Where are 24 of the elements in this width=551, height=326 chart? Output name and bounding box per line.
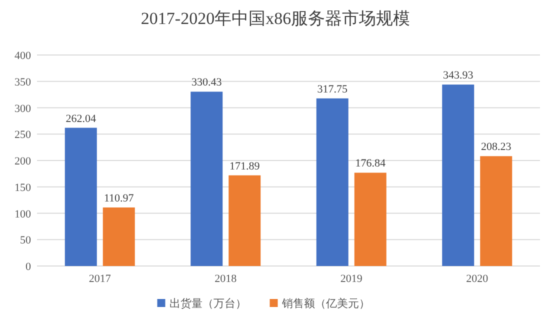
x-tick-label: 2018: [214, 273, 238, 285]
y-tick-label: 250: [14, 129, 32, 142]
y-tick-label: 100: [14, 208, 32, 220]
y-tick-label: 50: [20, 234, 32, 247]
data-label: 176.84: [355, 158, 386, 170]
y-tick-label: 300: [14, 102, 32, 115]
y-tick-label: 150: [14, 182, 32, 194]
legend-label: 出货量（万台）: [169, 297, 246, 310]
y-tick-label: 400: [14, 50, 32, 62]
x-tick-label: 2017: [88, 273, 112, 285]
y-tick-label: 0: [26, 261, 32, 273]
data-label: 262.04: [66, 112, 96, 125]
data-label: 110.97: [104, 192, 134, 204]
data-label: 171.89: [230, 160, 260, 172]
data-label: 317.75: [317, 83, 348, 96]
data-label: 330.43: [192, 76, 222, 89]
data-label: 343.93: [443, 70, 474, 82]
x-tick-label: 2020: [466, 273, 489, 285]
x-tick-label: 2019: [340, 273, 363, 285]
y-tick-label: 200: [14, 156, 32, 168]
y-tick-label: 350: [14, 76, 32, 88]
data-label: 208.23: [481, 141, 512, 154]
chart-title: 2017-2020年中国x86服务器市场规模: [140, 9, 410, 28]
legend-label: 销售额（亿美元）: [280, 297, 370, 310]
